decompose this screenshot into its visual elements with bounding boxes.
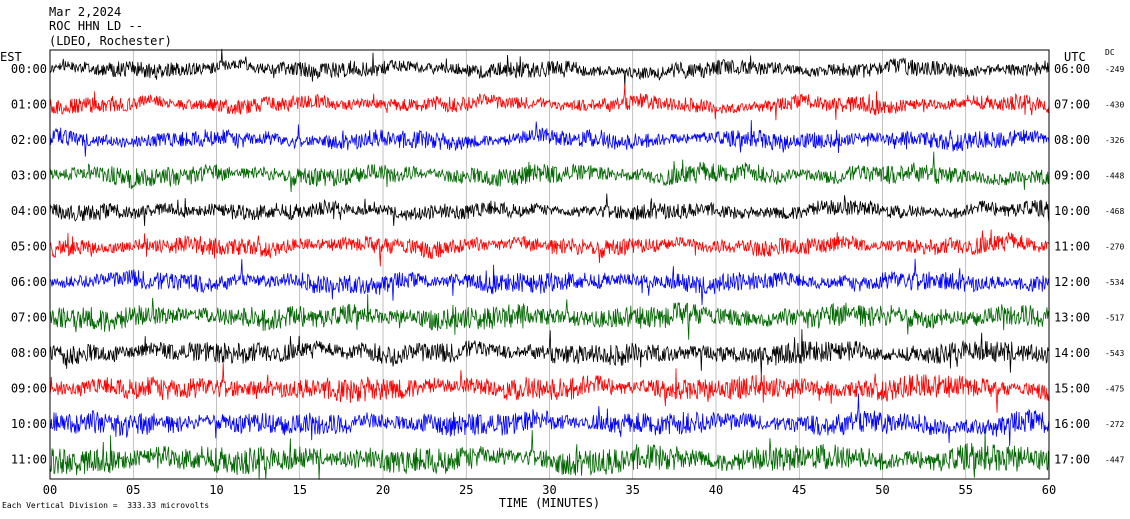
dc-value: -326: [1105, 136, 1124, 145]
x-tick-label: 25: [459, 483, 473, 497]
dc-value: -448: [1105, 172, 1124, 181]
vertical-division-note: Each Vertical Division = 333.33 microvol…: [2, 501, 210, 510]
seismic-trace: [49, 362, 1050, 413]
seismic-trace: [49, 84, 1050, 121]
dc-value: -249: [1105, 65, 1124, 74]
x-tick-label: 00: [43, 483, 57, 497]
seismic-trace: [49, 229, 1050, 267]
station-network: (LDEO, Rochester): [49, 34, 172, 48]
x-tick-label: 45: [792, 483, 806, 497]
x-tick-label: 55: [959, 483, 973, 497]
right-time-label: 06:00: [1054, 62, 1090, 76]
right-time-label: 16:00: [1054, 417, 1090, 431]
seismic-trace: [49, 429, 1050, 480]
dc-value: -272: [1105, 420, 1124, 429]
right-time-label: 17:00: [1054, 453, 1090, 467]
dc-value: -447: [1105, 456, 1124, 465]
plot-frame: [49, 49, 1050, 480]
right-time-label: 11:00: [1054, 240, 1090, 254]
dc-value: -468: [1105, 207, 1124, 216]
dc-value: -430: [1105, 101, 1124, 110]
left-time-label: 08:00: [11, 346, 47, 360]
right-time-label: 08:00: [1054, 133, 1090, 147]
x-tick-label: 20: [376, 483, 390, 497]
x-tick-label: 15: [293, 483, 307, 497]
x-tick-label: 30: [542, 483, 556, 497]
x-tick-label: 50: [875, 483, 889, 497]
seismic-trace: [49, 393, 1050, 447]
right-time-label: 12:00: [1054, 275, 1090, 289]
x-axis-title: TIME (MINUTES): [499, 496, 600, 510]
x-tick-label: 10: [209, 483, 223, 497]
seismic-trace: [49, 151, 1050, 193]
left-time-label: 03:00: [11, 169, 47, 183]
x-tick-label: 60: [1042, 483, 1056, 497]
left-time-label: 00:00: [11, 62, 47, 76]
dc-column-header: DC: [1105, 48, 1115, 57]
left-time-label: 11:00: [11, 453, 47, 467]
left-time-label: 07:00: [11, 311, 47, 325]
right-timezone-label: UTC: [1064, 50, 1086, 64]
left-time-label: 04:00: [11, 204, 47, 218]
trace-group: [49, 48, 1050, 480]
x-tick-label: 05: [126, 483, 140, 497]
x-tick-label: 35: [626, 483, 640, 497]
right-time-label: 09:00: [1054, 169, 1090, 183]
seismic-trace: [49, 258, 1050, 306]
label-group: 00 05 10 15 20 25 30 35 40 45 50 55 60 00:00 06:00 -249…: [11, 62, 1125, 497]
left-time-label: 09:00: [11, 382, 47, 396]
right-time-label: 14:00: [1054, 346, 1090, 360]
right-time-label: 13:00: [1054, 311, 1090, 325]
right-time-label: 15:00: [1054, 382, 1090, 396]
x-tick-label: 40: [709, 483, 723, 497]
dc-value: -270: [1105, 243, 1124, 252]
right-time-label: 10:00: [1054, 204, 1090, 218]
station-date: Mar 2,2024: [49, 5, 122, 19]
grid-lines: [49, 50, 1050, 479]
left-time-label: 10:00: [11, 417, 47, 431]
right-time-label: 07:00: [1054, 98, 1090, 112]
left-timezone-label: EST: [0, 50, 22, 64]
dc-value: -543: [1105, 349, 1124, 358]
seismic-trace: [49, 120, 1050, 157]
left-time-label: 05:00: [11, 240, 47, 254]
station-channel: ROC HHN LD --: [49, 19, 143, 33]
seismic-trace: [49, 193, 1050, 226]
left-time-label: 06:00: [11, 275, 47, 289]
seismic-trace: [49, 329, 1050, 376]
left-time-label: 01:00: [11, 98, 47, 112]
dc-value: -517: [1105, 314, 1124, 323]
dc-value: -534: [1105, 278, 1124, 287]
seismic-trace: [49, 48, 1050, 88]
seismic-trace: [49, 293, 1050, 340]
left-time-label: 02:00: [11, 133, 47, 147]
dc-value: -475: [1105, 385, 1124, 394]
